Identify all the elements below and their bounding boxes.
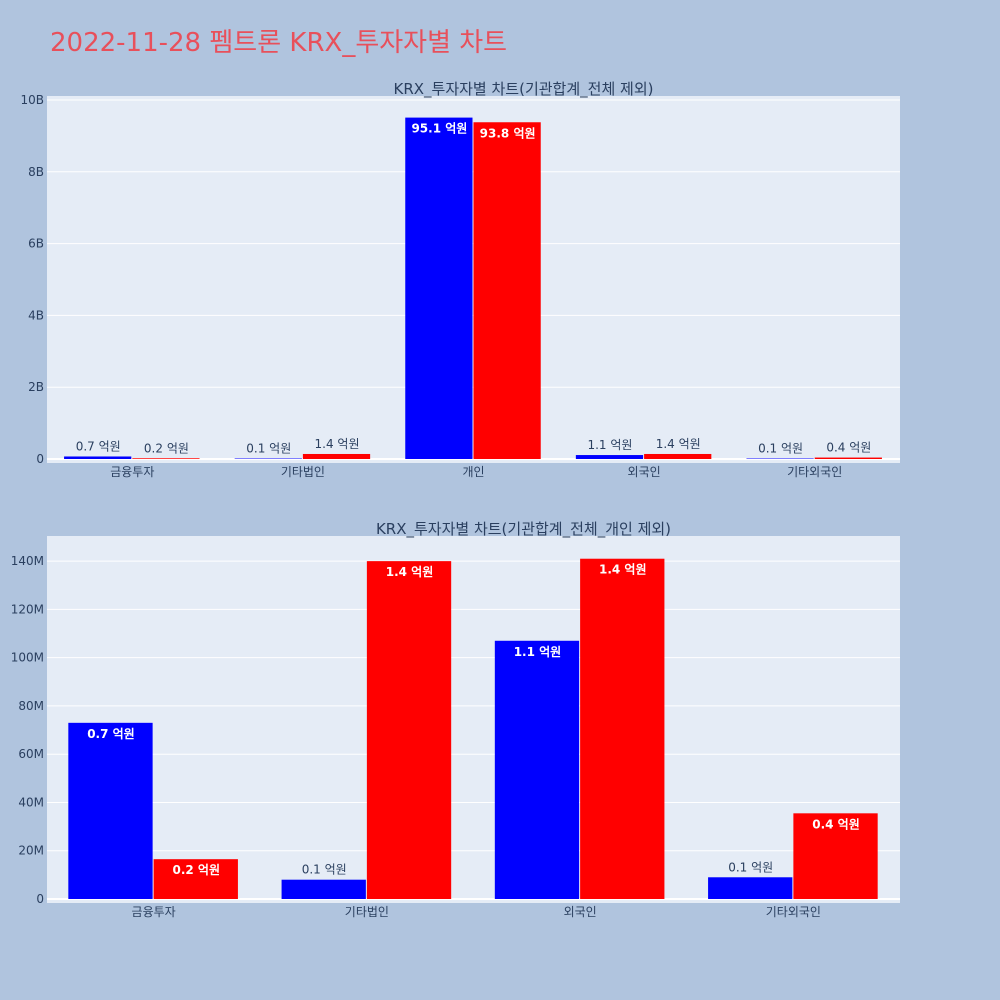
x-tick-label: 기타법인: [281, 465, 325, 479]
bar-value-label: 0.7 억원: [76, 439, 121, 453]
y-tick-label: 2B: [28, 380, 44, 394]
x-tick-label: 금융투자: [132, 905, 176, 919]
bar-value-label: 1.4 억원: [656, 437, 701, 451]
bar-value-label: 1.1 억원: [514, 645, 562, 659]
bar-value-label: 0.7 억원: [87, 727, 135, 741]
main-title: 2022-11-28 펨트론 KRX_투자자별 차트: [50, 28, 508, 58]
plot-area: [47, 536, 900, 903]
bar-value-label: 1.4 억원: [315, 437, 360, 451]
x-tick-label: 기타법인: [345, 905, 389, 919]
x-tick-label: 외국인: [628, 465, 661, 479]
bar: [281, 879, 366, 899]
bar-value-label: 0.1 억원: [302, 863, 347, 877]
bar: [644, 453, 712, 459]
y-tick-label: 100M: [11, 651, 44, 665]
x-tick-label: 금융투자: [110, 465, 154, 479]
bar-value-label: 0.1 억원: [246, 442, 291, 456]
x-tick-label: 외국인: [564, 905, 597, 919]
y-tick-label: 6B: [28, 237, 44, 251]
y-tick-label: 140M: [11, 554, 44, 568]
bar: [366, 561, 452, 899]
bar: [580, 558, 665, 899]
bar-value-label: 0.4 억원: [812, 817, 860, 831]
y-tick-label: 8B: [28, 165, 44, 179]
y-tick-label: 60M: [18, 747, 44, 761]
y-tick-label: 40M: [18, 795, 44, 809]
y-tick-label: 10B: [20, 93, 44, 107]
x-tick-label: 개인: [462, 465, 484, 479]
bar: [473, 122, 541, 460]
bar-value-label: 93.8 억원: [480, 126, 536, 140]
bar: [68, 722, 153, 899]
bar: [793, 813, 878, 899]
x-tick-label: 기타외국인: [766, 905, 821, 919]
bar: [64, 456, 132, 459]
y-tick-label: 0: [36, 892, 44, 906]
bar-value-label: 0.1 억원: [728, 860, 773, 874]
y-tick-label: 80M: [18, 699, 44, 713]
y-tick-label: 0: [36, 452, 44, 466]
bar-value-label: 95.1 억원: [411, 122, 467, 136]
bar: [132, 458, 200, 459]
y-tick-label: 20M: [18, 844, 44, 858]
bar: [234, 458, 302, 459]
bar: [153, 859, 238, 899]
bar: [746, 458, 814, 459]
bar-value-label: 1.4 억원: [599, 563, 647, 577]
bar: [575, 455, 644, 459]
bar-value-label: 1.1 억원: [587, 438, 632, 452]
bar: [814, 457, 882, 459]
bar-value-label: 0.1 억원: [758, 442, 803, 456]
bar-value-label: 1.4 억원: [386, 565, 434, 579]
bar-value-label: 0.4 억원: [826, 441, 871, 455]
bar: [405, 117, 473, 459]
bar-value-label: 0.2 억원: [173, 863, 221, 877]
y-tick-label: 120M: [11, 602, 44, 616]
bar: [708, 877, 793, 899]
bar-value-label: 0.2 억원: [144, 441, 189, 455]
bar: [302, 453, 371, 459]
x-tick-label: 기타외국인: [787, 465, 842, 479]
chart-title: KRX_투자자별 차트(기관합계_전체_개인 제외): [376, 520, 671, 539]
y-tick-label: 4B: [28, 308, 44, 322]
chart-title: KRX_투자자별 차트(기관합계_전체 제외): [394, 80, 654, 99]
bar: [494, 640, 580, 899]
